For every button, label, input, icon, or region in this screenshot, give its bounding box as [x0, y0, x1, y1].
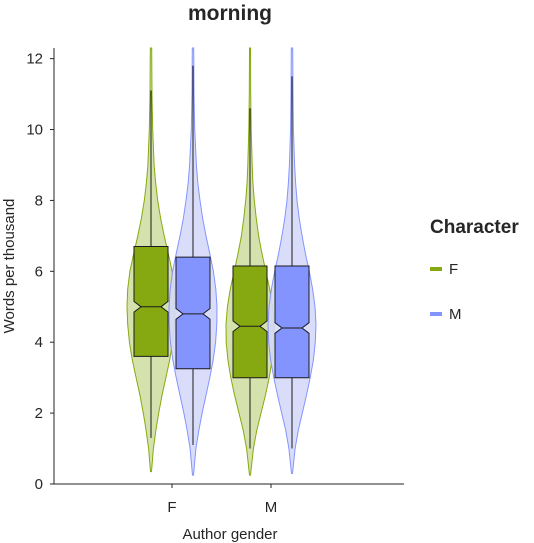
x-axis-label: Author gender [182, 526, 277, 543]
y-tick-label: 0 [35, 476, 43, 493]
y-ticks: 0 2 4 6 8 10 12 [26, 51, 54, 493]
y-tick-label: 8 [35, 192, 43, 209]
x-tick-label: F [167, 499, 176, 516]
y-axis-label: Words per thousand [1, 199, 18, 334]
legend-label-M: M [449, 306, 462, 323]
x-tick-label: M [265, 499, 278, 516]
box-F-F [133, 246, 169, 357]
box-M-M [274, 265, 310, 379]
y-tick-label: 4 [35, 334, 43, 351]
legend-label-F: F [449, 261, 458, 278]
plot-area [126, 47, 317, 476]
box-M-F [175, 256, 211, 370]
legend-title: Character [430, 217, 519, 238]
y-tick-label: 10 [26, 122, 43, 139]
y-tick-label: 6 [35, 263, 43, 280]
y-tick-label: 12 [26, 51, 43, 68]
legend: Character F M [430, 217, 519, 323]
chart-title: morning [188, 2, 272, 25]
y-tick-label: 2 [35, 405, 43, 422]
box-F-M [232, 265, 268, 379]
